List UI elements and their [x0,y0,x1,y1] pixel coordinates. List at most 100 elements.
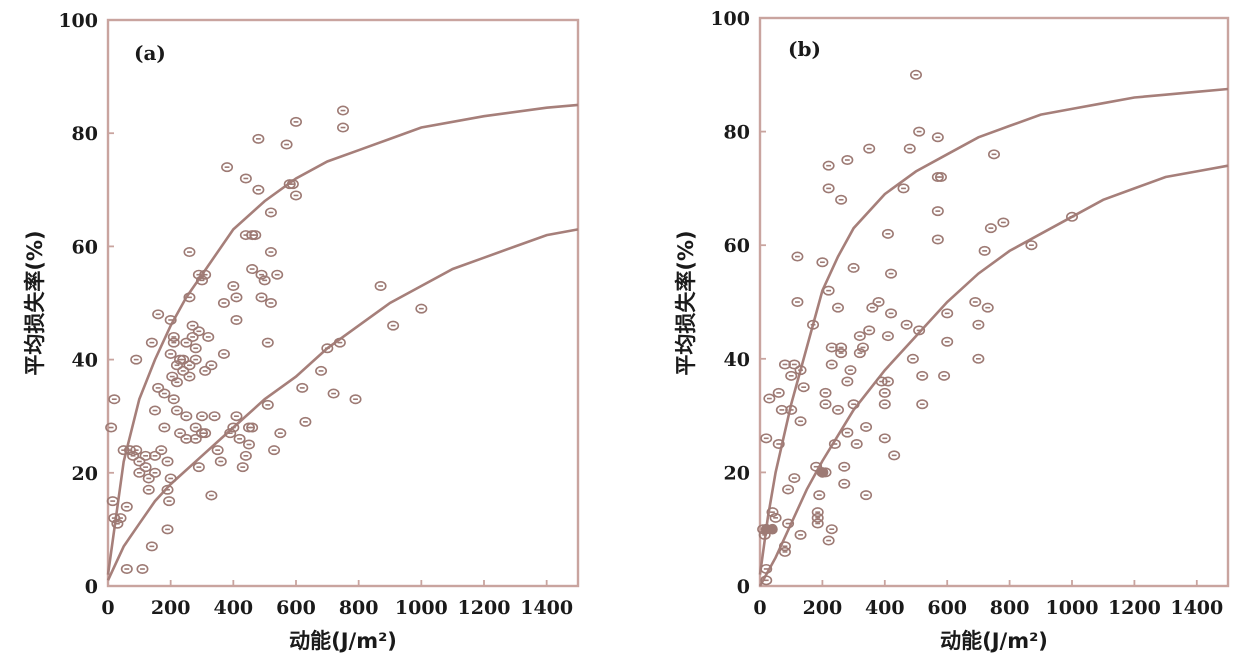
data-point [170,377,183,388]
data-point [261,337,274,348]
data-point [199,428,212,439]
data-point [791,296,804,307]
fit-curve-upper [106,103,579,575]
data-point [866,302,879,313]
data-point [941,336,954,347]
data-point [863,143,876,154]
data-point [183,247,196,258]
data-point [978,245,991,256]
data-point [152,382,165,393]
data-point [831,404,844,415]
data-point [111,518,124,529]
data-point [327,388,340,399]
data-point [333,337,346,348]
panel-a-y-axis-label: 平均损失率(%) [23,230,47,375]
data-point [186,320,199,331]
data-point [850,438,863,449]
data-point [255,269,268,280]
data-point [145,337,158,348]
data-point [149,467,162,478]
data-point [841,155,854,166]
data-point [782,518,795,529]
data-point [142,484,155,495]
panel-b-frame [758,16,1230,588]
data-point [835,348,848,359]
x-tick-label: 800 [339,597,379,619]
data-point [810,461,823,472]
data-point [878,399,891,410]
data-point [205,490,218,501]
data-point [296,382,309,393]
data-point [224,428,237,439]
data-point [811,518,824,529]
data-point [778,546,791,557]
data-point [199,269,212,280]
data-point [763,393,776,404]
data-point [844,365,857,376]
data-point [838,461,851,472]
data-point [885,308,898,319]
data-point [934,172,947,183]
data-point [813,490,826,501]
data-point [822,285,835,296]
data-point [167,394,180,405]
data-point [227,422,240,433]
data-point [161,484,174,495]
data-point [987,149,1000,160]
data-point [336,122,349,133]
data-point [105,422,118,433]
data-point [149,450,162,461]
panel-b-x-axis-label: 动能(J/m²) [940,629,1048,653]
data-point [972,353,985,364]
y-tick-label: 40 [724,349,750,371]
data-point [170,360,183,371]
data-point [903,143,916,154]
data-point [161,456,174,467]
data-point [155,445,168,456]
data-point [885,268,898,279]
data-point [227,281,240,292]
data-point [252,133,265,144]
data-point [822,535,835,546]
data-point [772,387,785,398]
data-point [853,331,866,342]
data-point [794,529,807,540]
x-tick-label: 600 [927,597,967,619]
data-point [878,433,891,444]
y-tick-label: 80 [72,123,98,145]
data-point [775,404,788,415]
data-point [120,501,133,512]
data-point [906,353,919,364]
data-point [816,257,829,268]
data-point [838,478,851,489]
data-point [106,496,119,507]
x-tick-label: 1400 [520,597,573,619]
data-point [192,326,205,337]
x-tick-label: 400 [213,597,253,619]
data-point [822,183,835,194]
data-point [913,126,926,137]
panel-b-label: (b) [788,37,821,61]
data-point [778,541,791,552]
data-point [202,331,215,342]
data-point [133,456,146,467]
data-point [170,405,183,416]
data-point [782,484,795,495]
data-point [819,399,832,410]
data-point [825,342,838,353]
data-point [336,105,349,116]
data-point [264,297,277,308]
x-tick-label: 800 [990,597,1030,619]
data-point [772,438,785,449]
data-point [778,359,791,370]
data-point [841,427,854,438]
data-point [183,371,196,382]
data-point [860,421,873,432]
data-point [984,223,997,234]
y-tick-label: 0 [85,576,98,598]
data-point [163,496,176,507]
fit-curve-upper [758,87,1229,575]
data-point [1066,211,1079,222]
data-point [972,319,985,330]
data-point [264,247,277,258]
